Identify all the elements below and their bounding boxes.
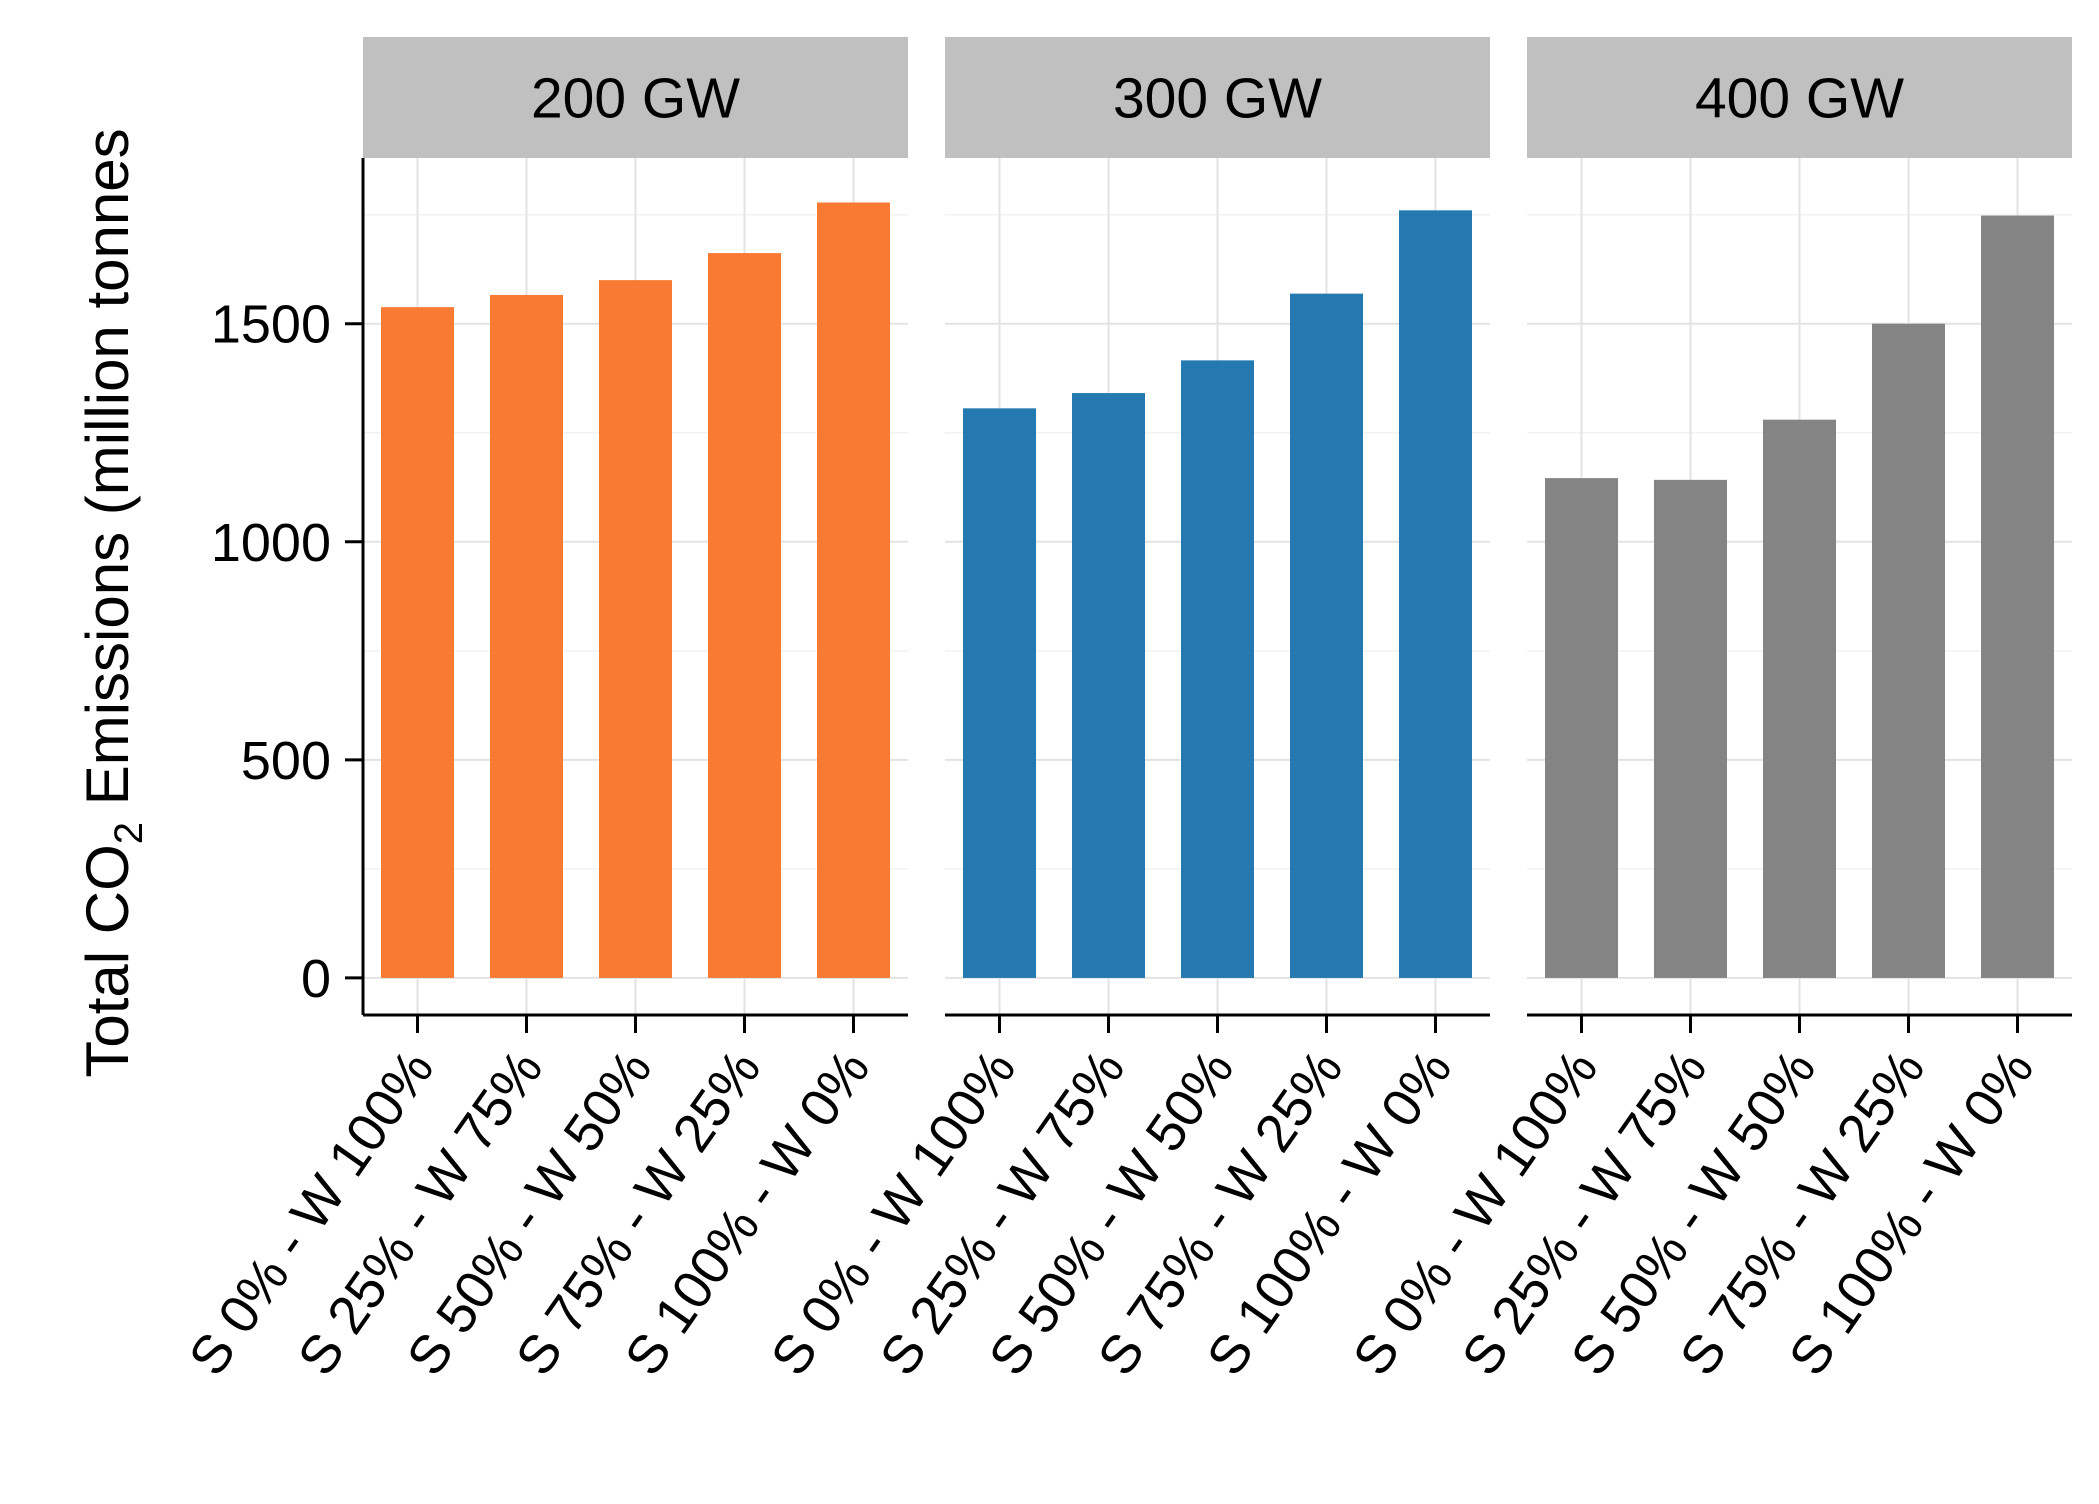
bar <box>1654 479 1727 978</box>
facet-strip-label: 300 GW <box>1113 67 1322 131</box>
bar <box>1290 293 1363 978</box>
bar <box>381 307 454 978</box>
bar <box>1763 419 1836 978</box>
panel-200-gw: 200 GWS 0% - W 100%S 25% - W 75%S 50% - … <box>178 37 908 1386</box>
panel-400-gw: 400 GWS 0% - W 100%S 25% - W 75%S 50% - … <box>1342 37 2072 1386</box>
facet-strip-label: 400 GW <box>1695 67 1904 131</box>
bar <box>1545 478 1618 978</box>
bar <box>817 202 890 978</box>
bar <box>599 280 672 978</box>
bar <box>708 253 781 978</box>
facet-strip <box>363 37 908 158</box>
y-axis-label: Total CO2 Emissions (million tonnes <box>74 128 151 1077</box>
bar <box>1872 323 1945 978</box>
bar <box>490 294 563 978</box>
y-tick-label: 500 <box>241 731 331 791</box>
y-tick-label: 0 <box>301 949 331 1009</box>
y-axis-label-subscript: 2 <box>107 822 151 844</box>
y-axis-label-post: Emissions (million tonnes <box>74 128 141 822</box>
bar <box>1072 393 1145 978</box>
bar <box>1399 210 1472 978</box>
bar <box>963 408 1036 978</box>
facet-strip <box>1527 37 2072 158</box>
y-tick-label: 1000 <box>211 513 331 573</box>
y-tick-label: 1500 <box>211 295 331 355</box>
bar <box>1981 215 2054 978</box>
bar <box>1181 360 1254 978</box>
facet-strip <box>945 37 1490 158</box>
facet-strip-label: 200 GW <box>531 67 740 131</box>
y-axis-label-pre: Total CO <box>74 844 141 1077</box>
